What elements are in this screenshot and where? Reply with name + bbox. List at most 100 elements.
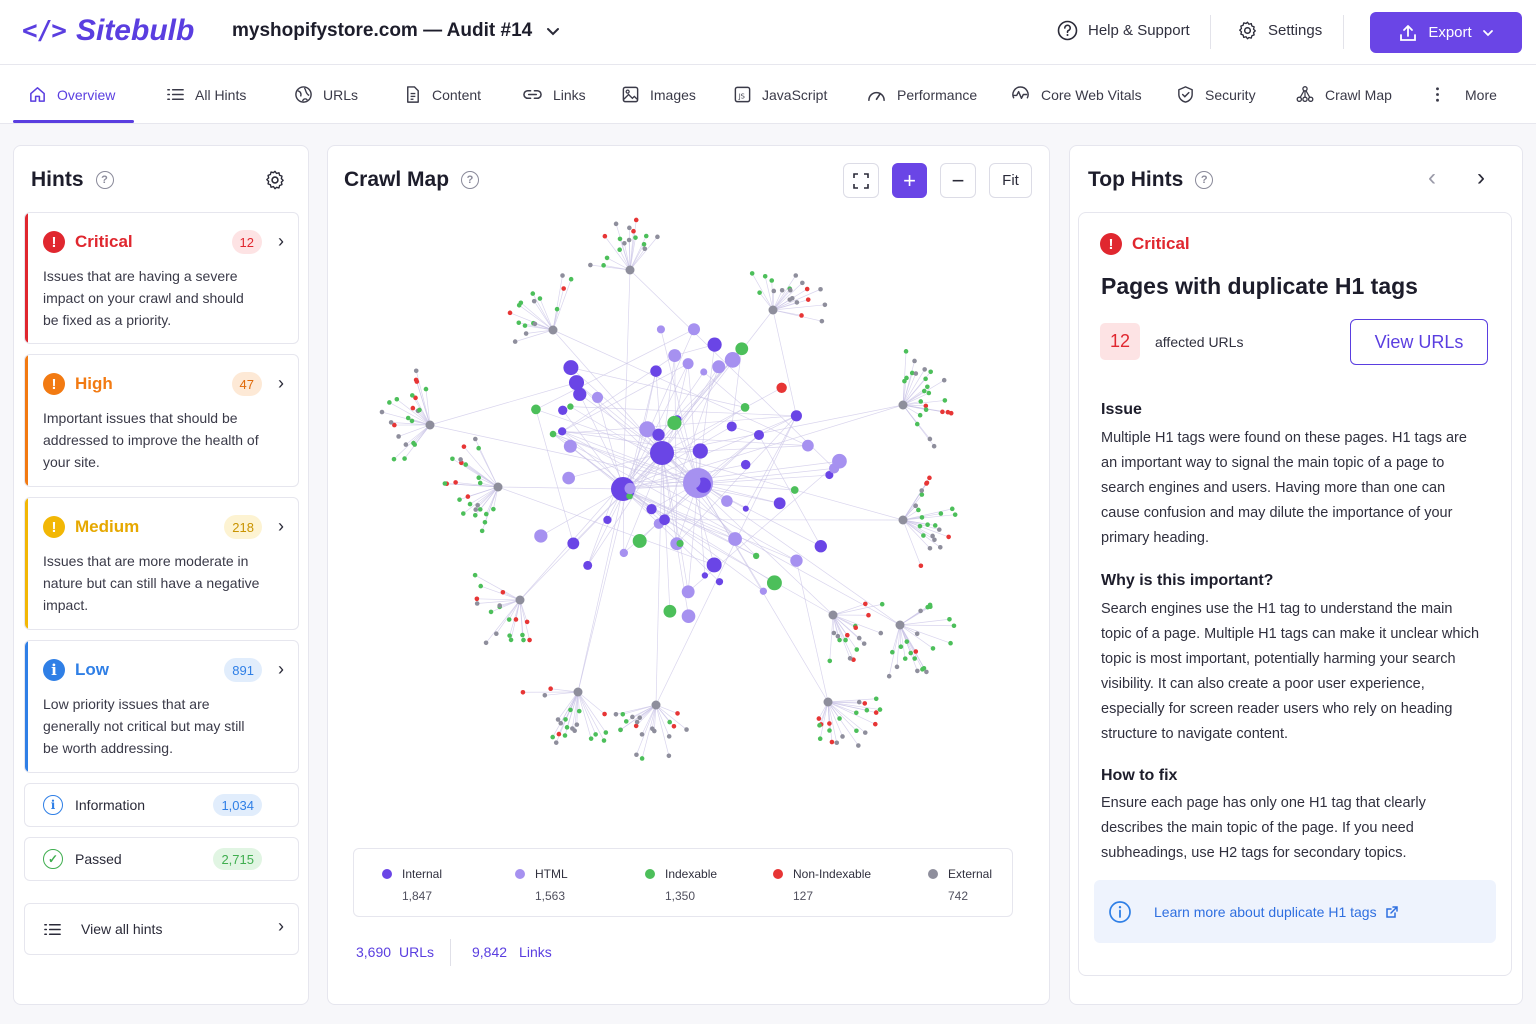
graph-node[interactable] [854, 728, 859, 734]
help-icon[interactable]: ? [1195, 171, 1214, 189]
graph-node[interactable] [523, 331, 529, 336]
graph-node[interactable] [788, 287, 793, 293]
graph-node[interactable] [561, 286, 566, 291]
graph-node[interactable] [924, 481, 929, 486]
graph-node[interactable] [567, 403, 574, 410]
hint-card-low[interactable]: i Low 891 › Low priority issues that are… [24, 640, 299, 773]
graph-node[interactable] [410, 405, 416, 411]
graph-node[interactable] [513, 617, 519, 622]
graph-node[interactable] [477, 507, 483, 512]
graph-node[interactable] [769, 278, 775, 283]
graph-node[interactable] [914, 631, 920, 637]
graph-node[interactable] [853, 710, 859, 716]
graph-node-hub[interactable] [651, 700, 661, 710]
zoom-in-button[interactable]: + [892, 163, 927, 198]
tab-overview[interactable]: Overview [28, 65, 115, 124]
graph-node[interactable] [753, 429, 764, 440]
graph-node[interactable] [531, 404, 541, 415]
graph-node[interactable] [721, 495, 733, 507]
graph-node[interactable] [534, 529, 548, 543]
graph-node[interactable] [555, 717, 561, 722]
graph-node[interactable] [922, 367, 927, 372]
graph-node[interactable] [472, 512, 478, 518]
graph-node[interactable] [920, 667, 925, 672]
graph-node[interactable] [816, 716, 822, 721]
graph-node[interactable] [948, 640, 953, 646]
graph-node[interactable] [684, 727, 689, 732]
graph-node[interactable] [568, 707, 573, 713]
graph-node[interactable] [641, 241, 647, 247]
graph-node[interactable] [531, 298, 537, 304]
graph-node[interactable] [843, 637, 848, 643]
tab-javascript[interactable]: JS JavaScript [733, 65, 827, 124]
graph-node[interactable] [524, 619, 530, 625]
graph-node[interactable] [474, 601, 480, 606]
graph-node[interactable] [856, 743, 861, 748]
graph-node[interactable] [817, 736, 823, 742]
graph-node[interactable] [476, 445, 481, 451]
graph-node[interactable] [491, 506, 496, 512]
graph-node[interactable] [924, 669, 929, 675]
graph-node[interactable] [879, 601, 885, 607]
graph-node[interactable] [917, 523, 923, 529]
graph-node[interactable] [593, 732, 598, 737]
graph-node-hub[interactable] [768, 305, 778, 315]
settings-link[interactable]: Settings [1237, 20, 1322, 41]
graph-node[interactable] [558, 427, 567, 436]
graph-node[interactable] [921, 533, 926, 538]
graph-node[interactable] [946, 534, 951, 540]
graph-node[interactable] [904, 639, 910, 644]
graph-node[interactable] [394, 396, 400, 402]
graph-node[interactable] [652, 428, 665, 441]
graph-node[interactable] [639, 732, 645, 737]
graph-node[interactable] [506, 617, 512, 622]
graph-node[interactable] [681, 585, 695, 599]
graph-node[interactable] [477, 480, 483, 486]
zoom-out-button[interactable]: − [940, 163, 976, 198]
graph-node[interactable] [618, 727, 623, 733]
graph-node[interactable] [898, 644, 904, 650]
graph-node[interactable] [413, 368, 419, 374]
graph-node[interactable] [479, 528, 485, 534]
prev-hint-button[interactable]: ‹ [1428, 164, 1436, 192]
graph-node[interactable] [692, 443, 708, 459]
export-button[interactable]: Export [1370, 12, 1522, 53]
tab-links[interactable]: Links [522, 65, 586, 124]
graph-node[interactable] [948, 410, 954, 416]
graph-node[interactable] [928, 369, 933, 375]
graph-node[interactable] [864, 707, 870, 713]
graph-node[interactable] [497, 603, 502, 608]
graph-node[interactable] [742, 505, 749, 512]
graph-node[interactable] [834, 740, 840, 746]
graph-node[interactable] [804, 286, 810, 292]
graph-node[interactable] [553, 740, 559, 745]
graph-node[interactable] [639, 756, 645, 761]
crawl-map-graph[interactable] [328, 205, 1048, 840]
graph-node[interactable] [735, 342, 749, 356]
graph-node[interactable] [530, 291, 536, 296]
graph-node[interactable] [902, 656, 908, 661]
graph-node[interactable] [655, 234, 660, 240]
graph-node[interactable] [854, 647, 860, 652]
graph-node[interactable] [799, 313, 804, 318]
graph-node[interactable] [912, 656, 918, 661]
graph-node[interactable] [793, 273, 799, 278]
graph-node[interactable] [473, 436, 478, 442]
graph-node[interactable] [564, 725, 570, 730]
graph-node[interactable] [613, 221, 619, 227]
graph-node-hub[interactable] [650, 441, 674, 465]
graph-node[interactable] [562, 733, 568, 738]
graph-node[interactable] [918, 563, 924, 569]
graph-node[interactable] [915, 668, 920, 674]
graph-node[interactable] [488, 609, 494, 615]
graph-node[interactable] [856, 635, 862, 641]
graph-node[interactable] [668, 349, 682, 363]
project-selector[interactable]: myshopifystore.com — Audit #14 [232, 20, 560, 42]
tab-security[interactable]: Security [1176, 65, 1256, 124]
graph-node-hub[interactable] [895, 620, 905, 630]
graph-node[interactable] [548, 686, 553, 692]
graph-node[interactable] [749, 271, 755, 276]
graph-node[interactable] [642, 246, 648, 252]
graph-node[interactable] [927, 475, 932, 481]
graph-node-hub[interactable] [573, 687, 583, 697]
